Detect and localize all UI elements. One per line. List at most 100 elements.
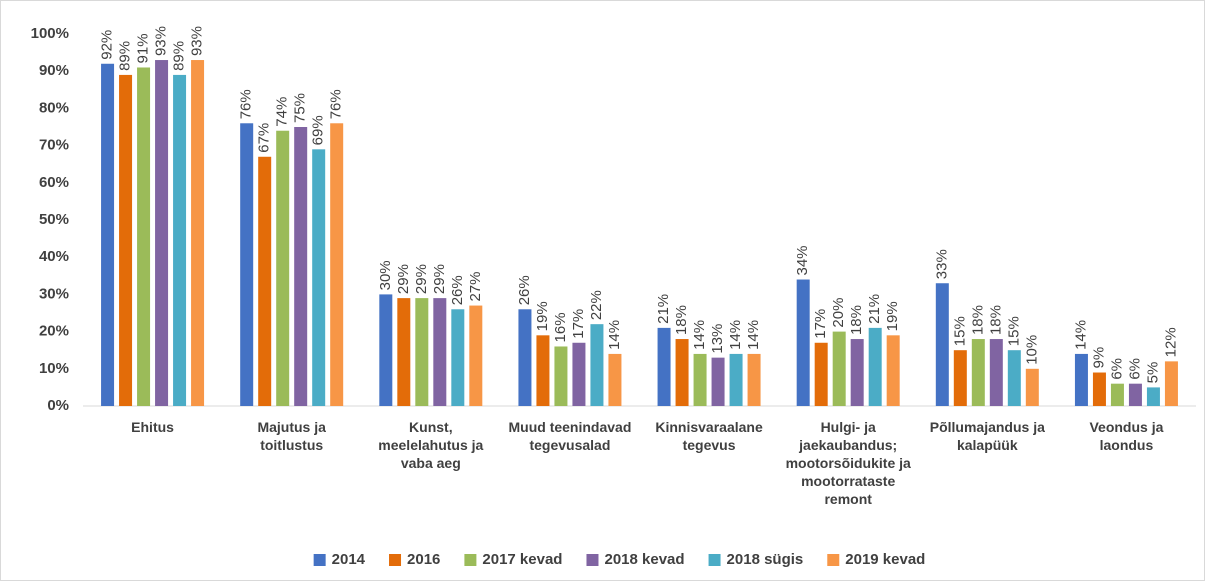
bar	[590, 324, 604, 406]
y-tick-label: 60%	[39, 174, 69, 191]
x-tick-label: Hulgi- ja jaekaubandus; mootorsõidukite …	[785, 419, 911, 507]
y-tick-label: 80%	[39, 99, 69, 116]
legend-swatch	[313, 554, 326, 566]
bar	[518, 309, 532, 406]
x-tick-label-box: Ehitus	[131, 419, 174, 435]
value-label: 75%	[292, 93, 309, 123]
value-label: 19%	[534, 301, 551, 331]
legend-label: 2018 kevad	[604, 551, 684, 568]
value-label: 89%	[171, 41, 188, 71]
value-label: 14%	[691, 320, 708, 350]
bar	[1110, 383, 1124, 406]
value-label: 22%	[588, 290, 605, 320]
bar	[796, 279, 810, 406]
legend-label: 2018 sügis	[727, 551, 804, 568]
bar	[155, 60, 169, 406]
bar	[469, 305, 483, 406]
legend-swatch	[464, 554, 477, 566]
y-tick-label: 70%	[39, 137, 69, 154]
x-tick-label: Põllumajandus ja kalapüük	[929, 419, 1045, 453]
legend-swatch	[586, 554, 599, 566]
y-tick-label: 100%	[31, 25, 69, 42]
value-label: 93%	[189, 26, 206, 56]
bar	[886, 335, 900, 406]
bar	[294, 127, 308, 406]
bar	[276, 130, 290, 406]
value-label: 91%	[135, 33, 152, 63]
bar	[312, 149, 326, 406]
value-label: 29%	[395, 264, 412, 294]
value-label: 9%	[1090, 347, 1107, 369]
y-tick-label: 90%	[39, 62, 69, 79]
legend-label: 2019 kevad	[845, 551, 925, 568]
value-label: 15%	[951, 316, 968, 346]
y-tick-label: 30%	[39, 285, 69, 302]
bar	[953, 350, 967, 406]
value-label: 14%	[745, 320, 762, 350]
value-label: 17%	[812, 309, 829, 339]
value-label: 89%	[117, 41, 134, 71]
bar	[1164, 361, 1178, 406]
x-tick-label: Majutus ja toitlustus	[257, 419, 326, 453]
bar	[572, 342, 586, 406]
bar	[101, 63, 115, 406]
value-label: 14%	[727, 320, 744, 350]
legend-label: 2017 kevad	[482, 551, 562, 568]
value-label: 76%	[328, 89, 345, 119]
x-tick-label: Ehitus	[131, 419, 174, 435]
value-label: 19%	[884, 301, 901, 331]
bar	[137, 67, 151, 406]
legend: 2014 2016 2017 kevad 2018 kevad 2018 sügis 20…	[313, 551, 925, 568]
bar	[536, 335, 550, 406]
value-label: 26%	[516, 275, 533, 305]
bar	[451, 309, 465, 406]
value-label: 18%	[848, 305, 865, 335]
value-label: 12%	[1162, 327, 1179, 357]
x-tick-label: Veondus ja laondus	[1089, 419, 1164, 453]
x-tick-label-box: Majutus ja toitlustus	[257, 419, 326, 453]
value-label: 14%	[606, 320, 623, 350]
legend-swatch	[708, 554, 721, 566]
x-tick-label-box: Hulgi- ja jaekaubandus; mootorsõidukite …	[785, 419, 911, 507]
y-tick-label: 20%	[39, 323, 69, 340]
value-label: 74%	[274, 97, 291, 127]
value-label: 14%	[1072, 320, 1089, 350]
value-label: 17%	[570, 309, 587, 339]
value-label: 21%	[655, 294, 672, 324]
x-tick-label-box: Muud teenindavad tegevusalad	[508, 419, 631, 453]
value-label: 30%	[377, 260, 394, 290]
value-label: 29%	[413, 264, 430, 294]
bar	[814, 342, 828, 406]
value-label: 18%	[673, 305, 690, 335]
bar	[989, 339, 1003, 406]
value-label: 26%	[449, 275, 466, 305]
bar	[657, 327, 671, 406]
x-tick-label-box: Kunst, meelelahutus ja vaba aeg	[378, 419, 483, 471]
y-tick-label: 40%	[39, 248, 69, 265]
bar	[1146, 387, 1160, 406]
value-label: 18%	[969, 305, 986, 335]
value-label: 6%	[1126, 358, 1143, 380]
value-label: 67%	[256, 123, 273, 153]
bar	[240, 123, 254, 406]
x-tick-label-box: Põllumajandus ja kalapüük	[929, 419, 1045, 453]
value-label: 16%	[552, 312, 569, 342]
bar	[675, 339, 689, 406]
value-label: 93%	[153, 26, 170, 56]
bar	[850, 339, 864, 406]
x-tick-label-box: Kinnisvaraalane tegevus	[655, 419, 763, 453]
bar	[1007, 350, 1021, 406]
bar	[935, 283, 949, 406]
legend-label: 2014	[332, 551, 366, 568]
value-label: 18%	[987, 305, 1004, 335]
bar	[832, 331, 846, 406]
bar	[258, 156, 272, 406]
bar	[191, 60, 205, 406]
bar	[397, 298, 411, 406]
bar	[747, 353, 761, 406]
value-label: 92%	[99, 30, 116, 60]
bar	[1128, 383, 1142, 406]
value-label: 21%	[866, 294, 883, 324]
x-tick-label: Kinnisvaraalane tegevus	[655, 419, 763, 453]
